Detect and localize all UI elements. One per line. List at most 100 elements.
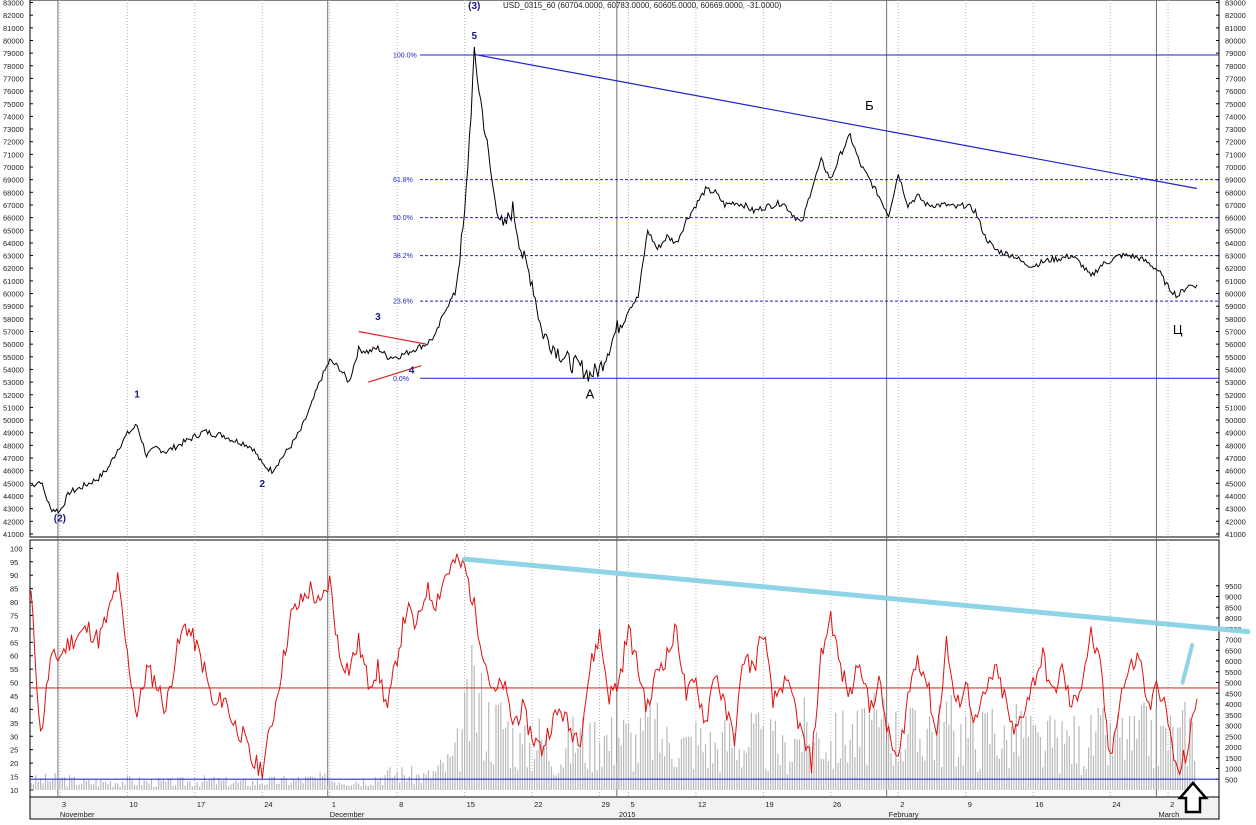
y-tick-label-right: 46000	[1225, 467, 1246, 476]
y-tick-label-left: 72000	[3, 138, 24, 147]
y-tick-label-left: 76000	[3, 87, 24, 96]
y-tick-label-right: 45000	[1225, 479, 1246, 488]
y-tick-label-right: 61000	[1225, 277, 1246, 286]
y-tick-label-left: 50000	[3, 416, 24, 425]
y-tick-label-left: 65000	[3, 226, 24, 235]
volume-y-tick-label: 4000	[1225, 700, 1242, 709]
x-tick-label: 3	[62, 800, 66, 809]
osc-y-tick-label: 25	[10, 746, 18, 755]
y-tick-label-left: 45000	[3, 479, 24, 488]
y-tick-label-right: 58000	[1225, 315, 1246, 324]
osc-y-tick-label: 100	[10, 544, 23, 553]
y-tick-label-right: 66000	[1225, 214, 1246, 223]
x-tick-label: 2	[1170, 800, 1174, 809]
x-tick-label: 29	[602, 800, 610, 809]
y-tick-label-right: 48000	[1225, 441, 1246, 450]
y-tick-label-left: 49000	[3, 429, 24, 438]
oscillator-breakout-line	[1180, 643, 1195, 685]
y-tick-label-right: 69000	[1225, 176, 1246, 185]
y-tick-label-left: 42000	[3, 517, 24, 526]
month-label: March	[1158, 810, 1179, 819]
y-tick-label-right: 67000	[1225, 201, 1246, 210]
fib-level-label: 0.0%	[393, 376, 409, 383]
x-tick-label: 8	[399, 800, 403, 809]
y-tick-label-left: 82000	[3, 11, 24, 20]
y-tick-label-right: 68000	[1225, 188, 1246, 197]
y-tick-label-right: 56000	[1225, 340, 1246, 349]
y-tick-label-left: 53000	[3, 378, 24, 387]
osc-y-tick-label: 20	[10, 759, 18, 768]
osc-y-tick-label: 55	[10, 665, 18, 674]
y-tick-label-left: 52000	[3, 391, 24, 400]
y-tick-label-right: 42000	[1225, 517, 1246, 526]
wave-label: Б	[865, 98, 874, 113]
volume-y-tick-label: 9000	[1225, 593, 1242, 602]
y-tick-label-left: 57000	[3, 327, 24, 336]
y-tick-label-left: 68000	[3, 188, 24, 197]
volume-y-tick-label: 2500	[1225, 732, 1242, 741]
y-tick-label-left: 60000	[3, 290, 24, 299]
volume-y-tick-label: 3000	[1225, 722, 1242, 731]
x-tick-label: 10	[129, 800, 137, 809]
y-tick-label-right: 75000	[1225, 100, 1246, 109]
y-tick-label-left: 74000	[3, 112, 24, 121]
x-tick-label: 16	[1035, 800, 1043, 809]
y-tick-label-left: 51000	[3, 403, 24, 412]
osc-y-tick-label: 75	[10, 611, 18, 620]
y-tick-label-right: 78000	[1225, 62, 1246, 71]
y-tick-label-left: 43000	[3, 505, 24, 514]
y-tick-label-right: 81000	[1225, 24, 1246, 33]
y-tick-label-left: 70000	[3, 163, 24, 172]
y-tick-label-left: 63000	[3, 252, 24, 261]
triangle-boundary-line	[368, 365, 422, 383]
wave-label: Ц	[1173, 322, 1183, 337]
month-label: November	[60, 810, 95, 819]
y-tick-label-left: 59000	[3, 302, 24, 311]
y-tick-label-right: 41000	[1225, 530, 1246, 539]
y-tick-label-right: 74000	[1225, 112, 1246, 121]
y-tick-label-left: 47000	[3, 454, 24, 463]
fib-level-label: 100.0%	[393, 53, 417, 60]
osc-y-tick-label: 45	[10, 692, 18, 701]
y-tick-label-left: 66000	[3, 214, 24, 223]
oscillator-trend-line	[462, 556, 1251, 635]
wave-label: 2	[259, 479, 265, 490]
x-tick-label: 24	[264, 800, 272, 809]
wave-label: 3	[375, 312, 381, 323]
y-tick-label-right: 54000	[1225, 365, 1246, 374]
y-tick-label-left: 67000	[3, 201, 24, 210]
y-tick-label-right: 59000	[1225, 302, 1246, 311]
y-tick-label-right: 77000	[1225, 74, 1246, 83]
y-tick-label-right: 62000	[1225, 264, 1246, 273]
osc-y-tick-label: 90	[10, 571, 18, 580]
wave-label: А	[586, 387, 595, 402]
x-tick-label: 26	[833, 800, 841, 809]
month-label: February	[889, 810, 919, 819]
y-tick-label-right: 80000	[1225, 36, 1246, 45]
fib-level-label: 50.0%	[393, 215, 413, 222]
wave-label: 5	[471, 31, 477, 42]
x-tick-label: 2	[900, 800, 904, 809]
y-tick-label-left: 71000	[3, 150, 24, 159]
y-tick-label-right: 71000	[1225, 150, 1246, 159]
wave-label: (3)	[468, 1, 480, 12]
x-tick-label: 1	[332, 800, 336, 809]
month-label: December	[330, 810, 365, 819]
osc-y-tick-label: 30	[10, 732, 18, 741]
y-tick-label-left: 58000	[3, 315, 24, 324]
y-tick-label-right: 53000	[1225, 378, 1246, 387]
x-tick-label: 9	[968, 800, 972, 809]
x-tick-label: 19	[765, 800, 773, 809]
y-tick-label-left: 78000	[3, 62, 24, 71]
volume-y-tick-label: 6000	[1225, 657, 1242, 666]
volume-y-tick-label: 6500	[1225, 646, 1242, 655]
volume-y-tick-label: 8500	[1225, 603, 1242, 612]
date-axis-strip	[29, 796, 1220, 820]
y-tick-label-left: 54000	[3, 365, 24, 374]
y-tick-label-right: 65000	[1225, 226, 1246, 235]
resistance-trend-line	[474, 53, 1198, 190]
y-tick-label-left: 69000	[3, 176, 24, 185]
y-tick-label-left: 48000	[3, 441, 24, 450]
